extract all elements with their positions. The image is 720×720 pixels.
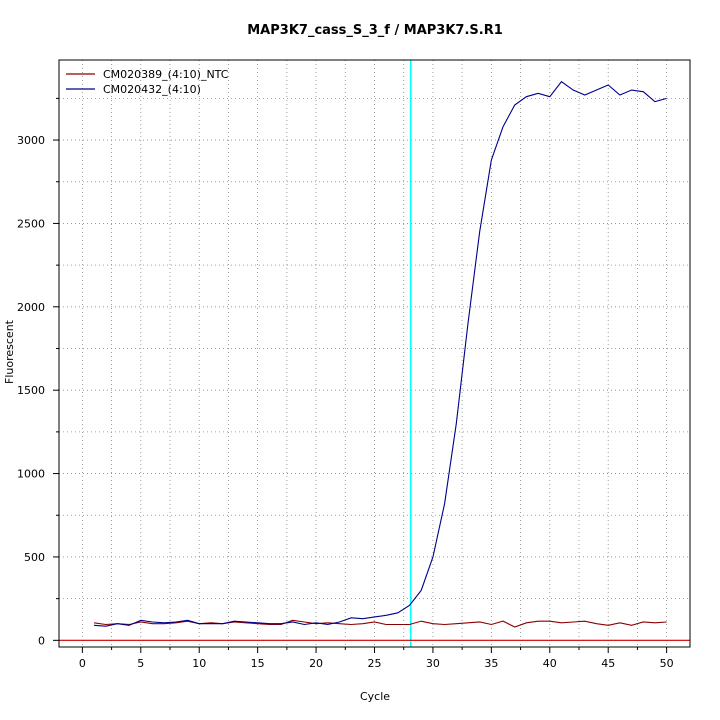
x-tick-label: 50	[660, 657, 674, 670]
x-tick-label: 15	[251, 657, 265, 670]
legend-label-2: CM020432_(4:10)	[103, 83, 201, 96]
series-line-1	[93, 619, 667, 628]
x-tick-label: 0	[79, 657, 86, 670]
legend: CM020389_(4:10)_NTC CM020432_(4:10)	[66, 68, 229, 96]
legend-label-1: CM020389_(4:10)_NTC	[103, 68, 229, 81]
series-line-2	[94, 80, 667, 627]
x-tick-label: 5	[137, 657, 144, 670]
y-tick-label: 1000	[17, 468, 45, 481]
y-tick-label: 2000	[17, 301, 45, 314]
y-tick-label: 2500	[17, 217, 45, 230]
axes: 0 5 10 15 20 25 30 35 40 45 5005001000150020002500…	[17, 97, 674, 670]
series-layer	[93, 80, 667, 628]
y-tick-label: 3000	[17, 134, 45, 147]
y-tick-label: 500	[24, 551, 45, 564]
x-tick-label: 25	[368, 657, 382, 670]
x-axis-label: Cycle	[360, 690, 390, 703]
x-tick-label: 10	[192, 657, 206, 670]
x-tick-label: 40	[543, 657, 557, 670]
x-tick-label: 20	[309, 657, 323, 670]
x-tick-label: 45	[601, 657, 615, 670]
x-tick-label: 35	[484, 657, 498, 670]
chart-title: MAP3K7_cass_S_3_f / MAP3K7.S.R1	[247, 23, 503, 38]
x-tick-label: 30	[426, 657, 440, 670]
y-axis-label: Fluorescent	[3, 319, 16, 384]
y-tick-label: 1500	[17, 384, 45, 397]
y-tick-label: 0	[38, 634, 45, 647]
